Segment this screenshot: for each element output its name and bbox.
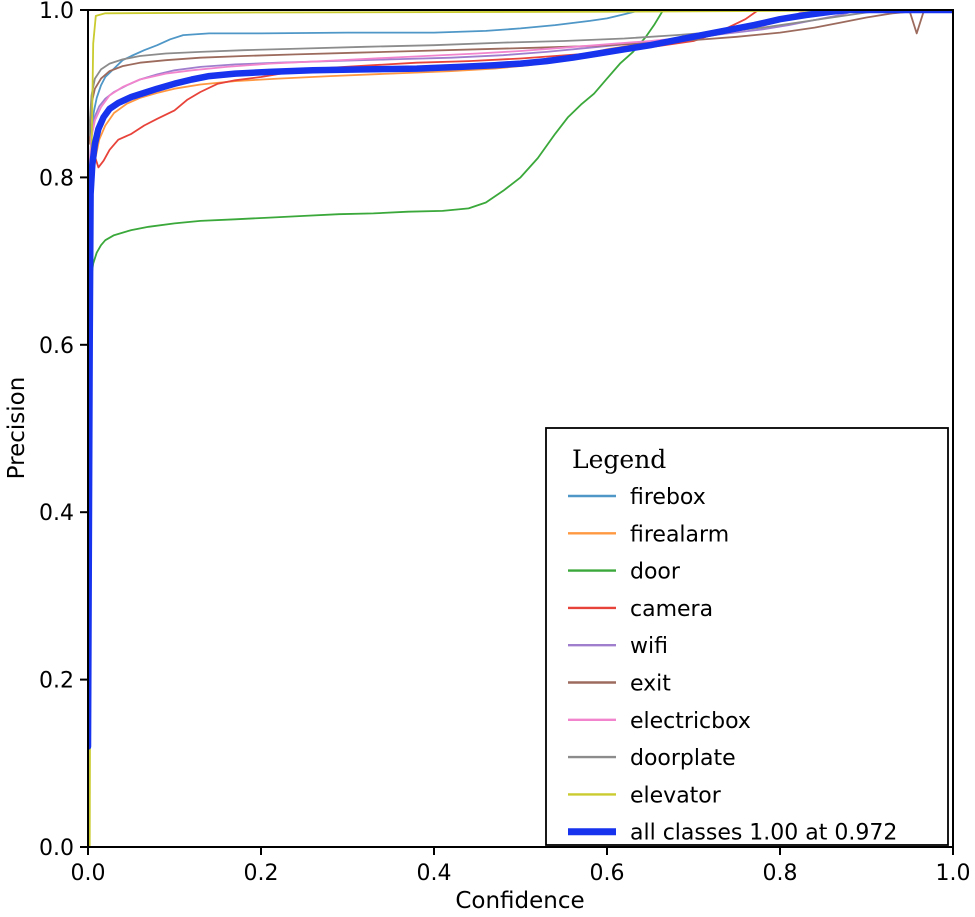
series-line-firealarm [88,10,953,212]
legend-item: door [568,560,681,585]
legend-item: firealarm [568,522,729,547]
legend-item: doorplate [568,746,736,771]
series-line-wifi [88,10,953,179]
axis-ticks: 0.0 0.2 0.4 0.6 0.8 1.0 0.0 0.2 0.4 0.6 0.8 1.0 [39,0,971,886]
y-tick-label: 0.4 [39,501,74,526]
x-tick-label: 0.8 [763,861,798,886]
legend-item-label: door [630,560,681,585]
legend-item-label: doorplate [630,746,736,771]
legend-item: all classes 1.00 at 0.972 [568,821,897,846]
x-tick-label: 0.4 [417,861,452,886]
legend-item-label: firebox [630,485,706,510]
legend-title: Legend [572,445,666,474]
legend-item-label: all classes 1.00 at 0.972 [630,821,897,846]
y-tick-label: 0.0 [39,836,74,861]
legend-box [545,427,949,846]
series-line-doorplate [88,10,953,137]
x-tick-label: 0.2 [244,861,279,886]
legend-item-label: elevator [630,783,722,808]
legend-item: firebox [568,485,706,510]
legend-item: camera [568,597,713,622]
axes-frame [87,9,954,848]
series-line-elevator [88,10,953,847]
legend-item-label: electricbox [630,709,751,734]
y-tick-label: 0.2 [39,669,74,694]
legend-item: exit [568,672,671,697]
x-tick-label: 0.6 [590,861,625,886]
series-line-camera [88,10,953,200]
series-line-firebox [88,10,953,221]
legend-item: elevator [568,783,722,808]
legend-item-label: camera [630,597,713,622]
x-tick-label: 1.0 [936,861,971,886]
x-tick-label: 0.0 [71,861,106,886]
y-tick-label: 0.8 [39,166,74,191]
legend-item-label: firealarm [630,522,729,547]
legend-item: wifi [568,634,668,659]
series-line-electricbox [88,10,953,187]
legend: Legend firebox firealarm door camera wifi exit… [545,427,949,846]
series-line-door [88,10,953,313]
series-line-all-classes-1-00-at-0-972 [88,10,953,750]
legend-item: electricbox [568,709,751,734]
series-lines [88,10,953,847]
legend-item-label: exit [630,672,671,697]
y-tick-label: 0.6 [39,334,74,359]
legend-item-label: wifi [630,634,668,659]
y-axis-label: Precision [4,377,30,480]
x-axis-label: Confidence [455,888,584,914]
y-tick-label: 1.0 [39,0,74,24]
